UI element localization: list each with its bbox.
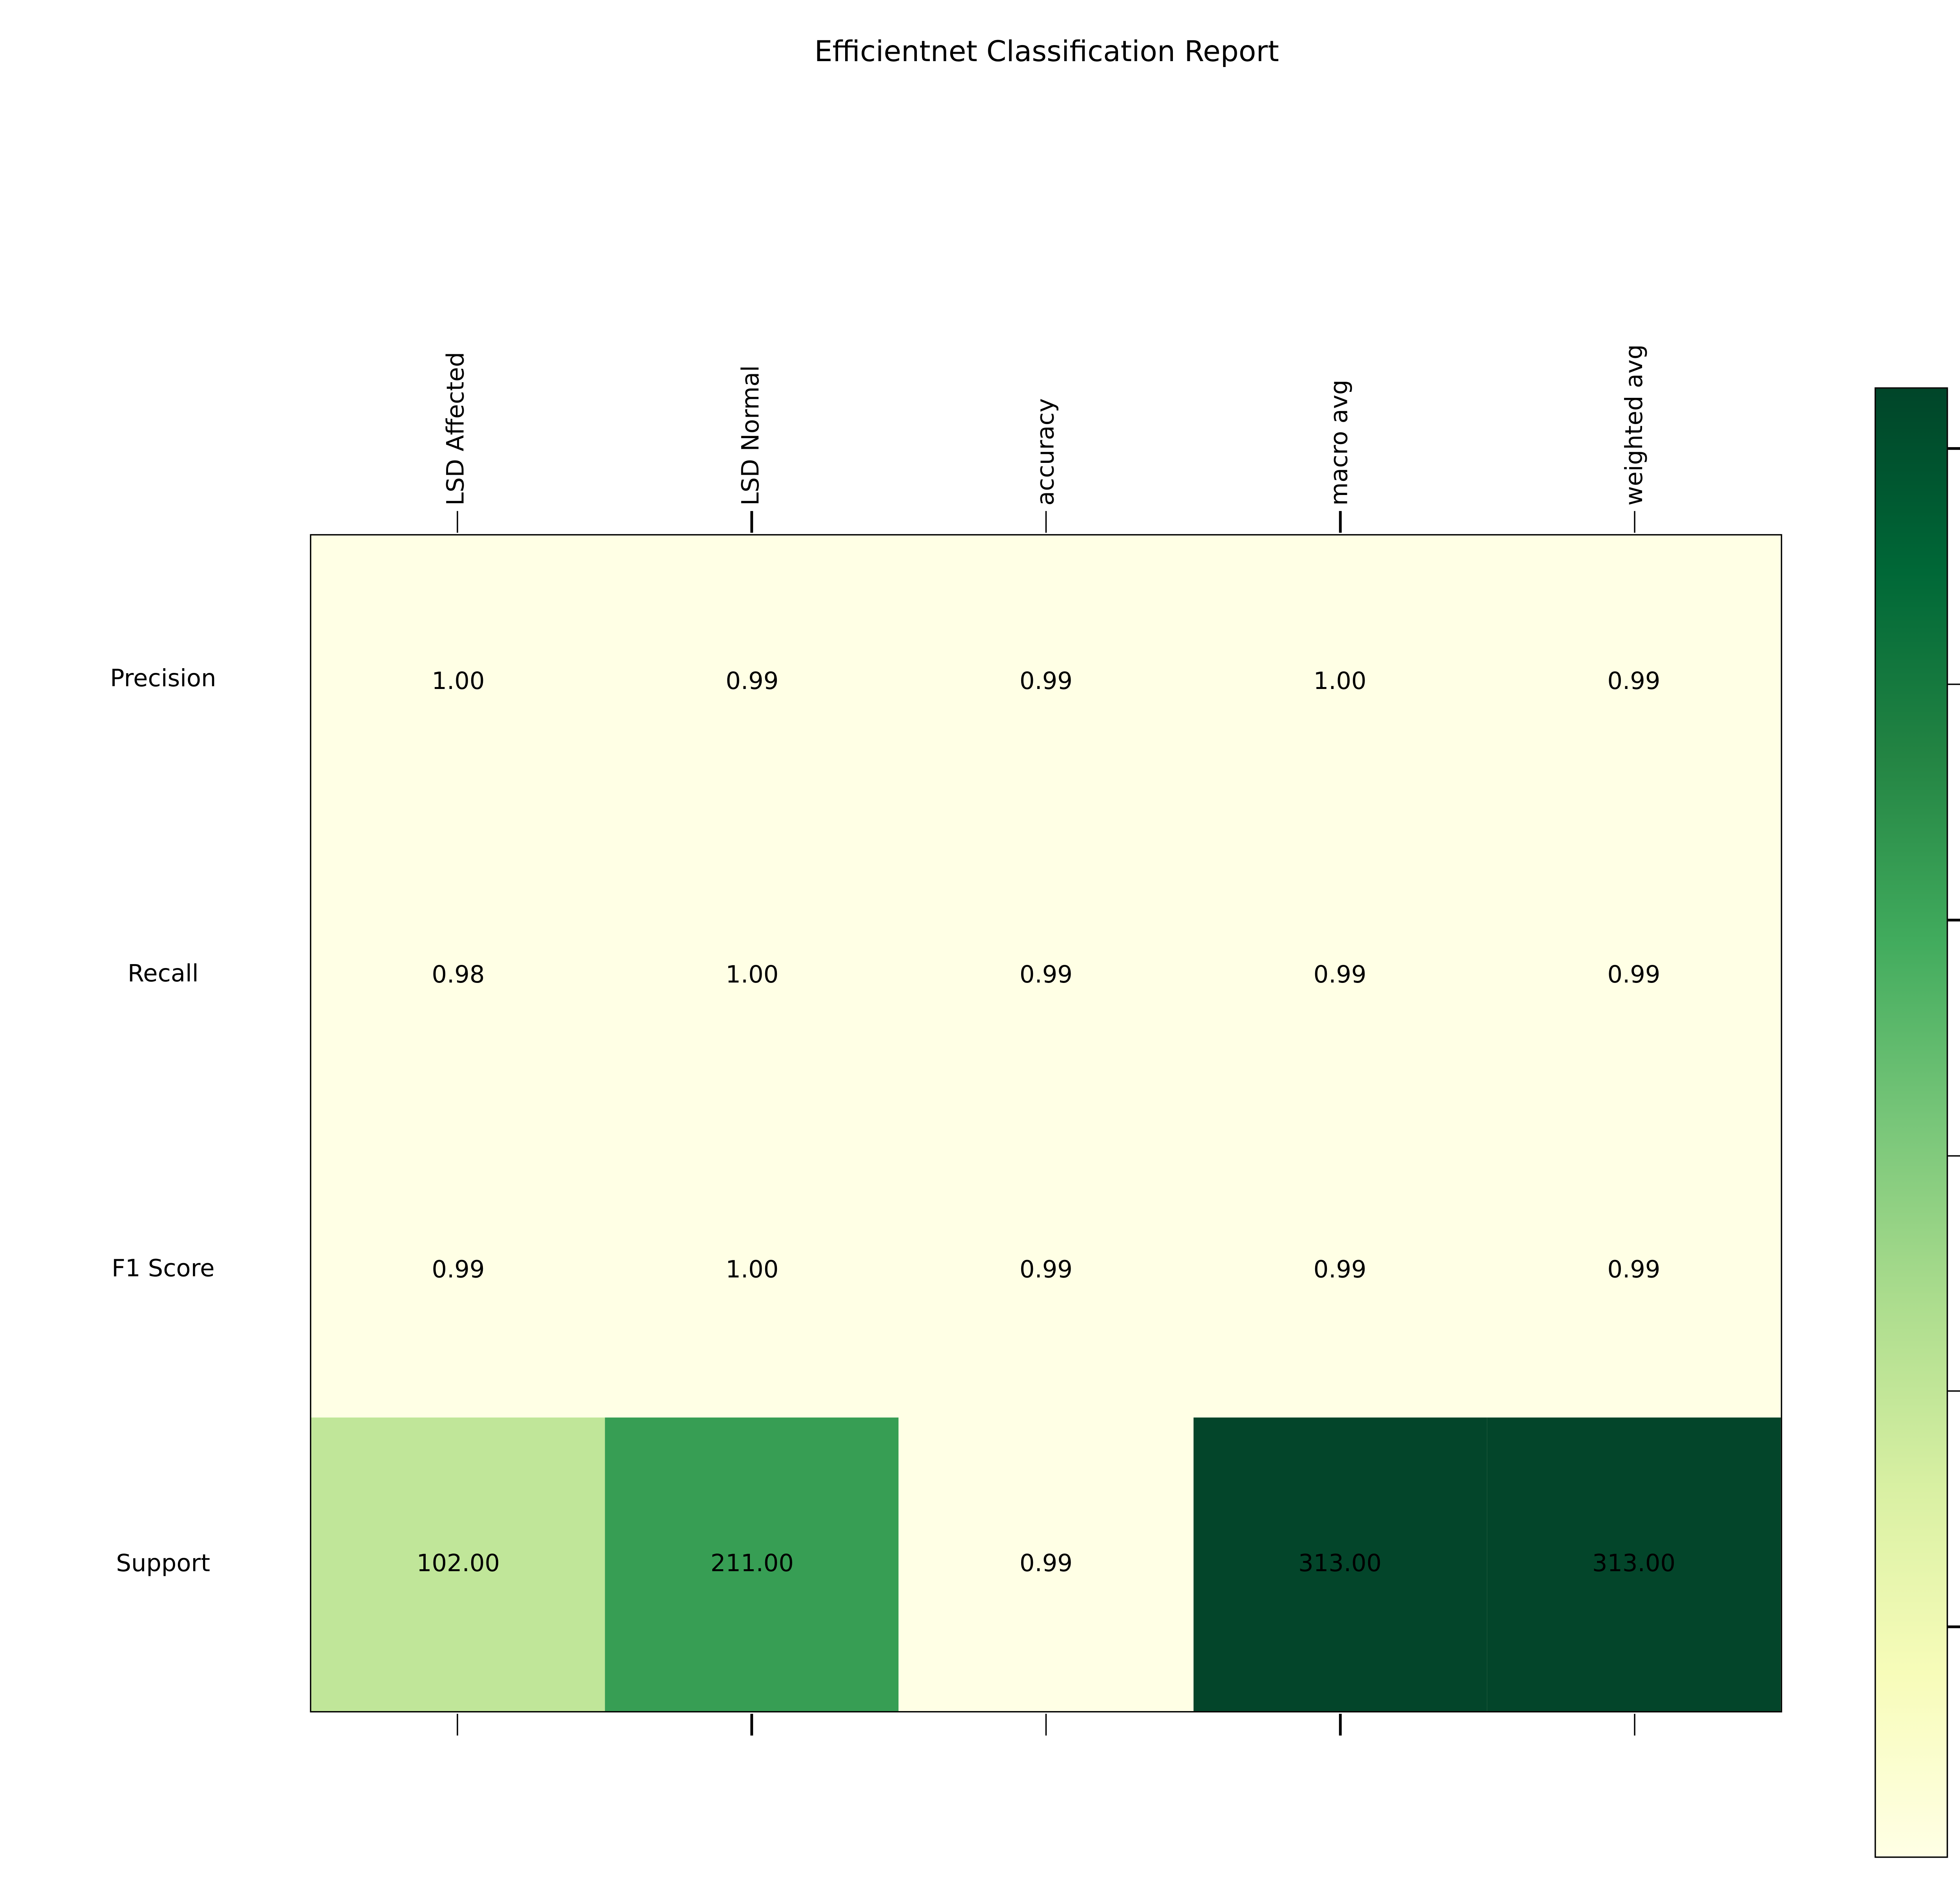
row-label: F1 Score: [111, 1255, 215, 1283]
heatmap-cell: 1.00: [605, 1123, 899, 1418]
column-label: weighted avg: [1621, 344, 1649, 506]
heatmap-cell: 0.99: [1193, 1123, 1487, 1418]
heatmap-grid: 1.00 0.99 0.99 1.00 0.99 0.98 1.00 0.99 0.99 0.99…: [311, 535, 1781, 1711]
column-label: accuracy: [1032, 398, 1060, 506]
heatmap-plot-area: 1.00 0.99 0.99 1.00 0.99 0.98 1.00 0.99 0.99 0.99…: [310, 534, 1782, 1713]
heatmap-cell: 0.99: [605, 535, 899, 830]
row-label: Recall: [127, 961, 199, 988]
x-tick-top: [456, 511, 458, 533]
heatmap-cell: 0.99: [1487, 829, 1781, 1124]
heatmap-cell: 0.99: [899, 1123, 1193, 1418]
x-tick-bottom: [456, 1713, 458, 1736]
colorbar-tick: [1948, 1626, 1960, 1628]
x-tick-bottom: [1045, 1713, 1047, 1736]
colorbar-tick: [1948, 1390, 1960, 1392]
colorbar-tick: [1948, 448, 1960, 450]
x-tick-top: [750, 511, 753, 533]
heatmap-cell: 0.99: [1193, 829, 1487, 1124]
x-tick-bottom: [1339, 1713, 1341, 1736]
colorbar-tick: [1948, 1155, 1960, 1157]
heatmap-cell: 0.99: [899, 1417, 1193, 1711]
heatmap-cell: 0.98: [311, 829, 605, 1124]
row-label: Precision: [110, 666, 216, 694]
heatmap-cell: 313.00: [1487, 1417, 1781, 1711]
chart-title: Efficientnet Classification Report: [814, 35, 1279, 68]
heatmap-cell: 0.99: [899, 829, 1193, 1124]
heatmap-cell: 0.99: [899, 535, 1193, 830]
colorbar: [1875, 387, 1948, 1858]
column-label: LSD Affected: [443, 352, 471, 506]
heatmap-cell: 102.00: [311, 1417, 605, 1711]
column-label: LSD Normal: [738, 365, 765, 506]
row-label: Support: [116, 1550, 211, 1577]
heatmap-cell: 1.00: [605, 829, 899, 1124]
x-tick-bottom: [1634, 1713, 1636, 1736]
heatmap-cell: 0.99: [311, 1123, 605, 1418]
colorbar-tick: [1948, 683, 1960, 685]
heatmap-cell: 211.00: [605, 1417, 899, 1711]
colorbar-tick: [1948, 919, 1960, 921]
x-tick-bottom: [750, 1713, 753, 1736]
column-label: macro avg: [1327, 379, 1354, 506]
x-tick-top: [1634, 511, 1636, 533]
heatmap-cell: 1.00: [1193, 535, 1487, 830]
x-tick-top: [1045, 511, 1047, 533]
heatmap-cell: 1.00: [311, 535, 605, 830]
heatmap-cell: 0.99: [1487, 1123, 1781, 1418]
heatmap-cell: 0.99: [1487, 535, 1781, 830]
heatmap-cell: 313.00: [1193, 1417, 1487, 1711]
x-tick-top: [1339, 511, 1341, 533]
